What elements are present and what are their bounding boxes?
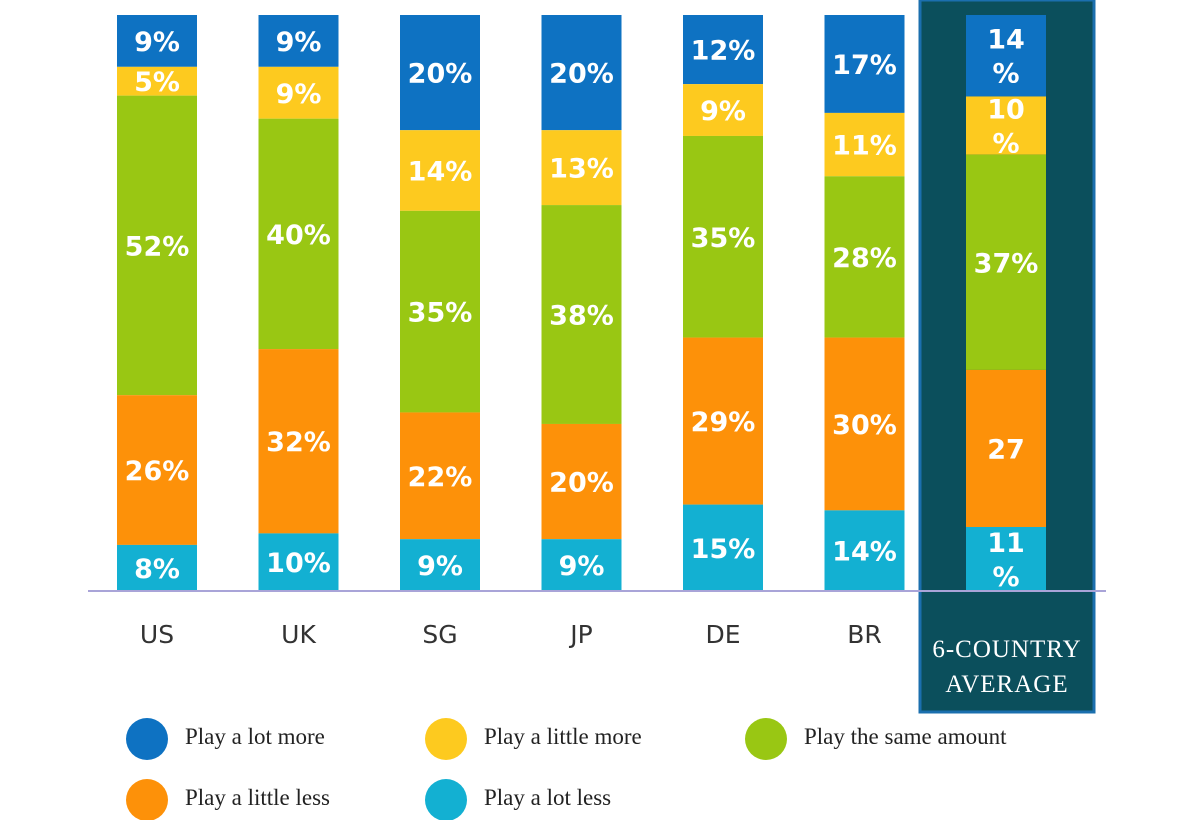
data-label-us-play-a-little-less: 26%: [125, 456, 190, 487]
bar-segment-6-country-average-play-the-same-amount: [966, 154, 1046, 370]
legend-marker-play-a-little-less: [126, 779, 168, 820]
data-label-sg-play-a-little-more: 14%: [408, 157, 473, 188]
bar-segment-de-play-the-same-amount: [683, 135, 763, 338]
category-label-uk: UK: [281, 620, 316, 649]
bar-segment-sg-play-a-lot-more: [400, 15, 480, 131]
bar-segment-uk-play-a-lot-less: [258, 533, 339, 591]
data-label-de-play-a-lot-less: 15%: [691, 534, 756, 565]
bar-segment-br-play-the-same-amount: [824, 176, 905, 338]
category-label-sg: SG: [422, 620, 457, 649]
data-label-uk-play-a-little-less: 32%: [266, 427, 331, 458]
bar-segment-de-play-a-lot-more: [683, 15, 763, 85]
data-label-us-play-a-lot-more: 9%: [134, 27, 180, 58]
data-label-sg-play-a-lot-more: 20%: [408, 59, 473, 90]
data-label-br-play-a-lot-less: 14%: [832, 537, 897, 568]
bar-segment-us-play-a-lot-less: [117, 544, 197, 591]
bar-segment-us-play-the-same-amount: [117, 95, 197, 396]
category-label-jp: JP: [568, 620, 592, 649]
data-label-us-play-the-same-amount: 52%: [125, 231, 190, 262]
data-label-de-play-a-little-more: 9%: [700, 96, 746, 127]
bar-segment-jp-play-a-lot-more: [541, 15, 622, 131]
data-label-6-country-average-play-a-little-less: 27: [987, 434, 1025, 465]
category-labels: US UK SG JP DE BR 6-COUNTRY AVERAGE: [140, 620, 1081, 698]
data-label-6-country-average-play-the-same-amount: 37%: [974, 248, 1039, 279]
bar-segment-uk-play-a-little-less: [258, 349, 339, 534]
labels-layer: 9% 5% 52% 26% 8% 9% 9% 40% 32% 10% 20% 14% 35% 22% 9% 2…: [125, 25, 1039, 593]
data-label-de-play-a-lot-more: 12%: [691, 36, 756, 67]
bar-segment-jp-play-the-same-amount: [541, 205, 622, 424]
category-label-us: US: [140, 620, 174, 649]
bar-segment-uk-play-the-same-amount: [258, 118, 339, 350]
legend-marker-play-the-same-amount: [745, 718, 787, 760]
data-label-uk-play-a-lot-less: 10%: [266, 548, 331, 579]
data-label-jp-play-a-lot-less: 9%: [559, 551, 605, 582]
legend-label-play-a-lot-less: Play a lot less: [484, 785, 611, 810]
bar-segment-br-play-a-little-less: [824, 337, 905, 511]
data-label-us-play-a-little-more: 5%: [134, 67, 180, 98]
bar-segment-us-play-a-lot-more: [117, 15, 197, 67]
data-label-6-country-average-play-a-lot-more: 14%: [987, 25, 1025, 90]
bar-segment-jp-play-a-lot-less: [541, 539, 622, 591]
data-label-de-play-a-little-less: 29%: [691, 407, 756, 438]
bar-segment-uk-play-a-little-more: [258, 66, 339, 119]
bar-segment-6-country-average-play-a-little-more: [966, 96, 1046, 155]
bar-segment-6-country-average-play-a-lot-more: [966, 15, 1046, 97]
bar-segment-sg-play-the-same-amount: [400, 210, 480, 413]
data-label-us-play-a-lot-less: 8%: [134, 554, 180, 585]
bar-segment-sg-play-a-little-less: [400, 412, 480, 540]
category-label-6-country-average: 6-COUNTRY AVERAGE: [932, 636, 1081, 698]
legend-label-play-a-little-less: Play a little less: [185, 785, 330, 810]
data-label-sg-play-a-little-less: 22%: [408, 462, 473, 493]
highlight-panel-border: [918, 0, 1096, 714]
data-label-uk-play-the-same-amount: 40%: [266, 220, 331, 251]
bar-segment-de-play-a-little-more: [683, 84, 763, 136]
data-label-uk-play-a-lot-more: 9%: [276, 27, 322, 58]
data-label-br-play-a-little-more: 11%: [832, 131, 897, 162]
data-label-uk-play-a-little-more: 9%: [276, 79, 322, 110]
data-label-br-play-a-little-less: 30%: [832, 410, 897, 441]
legend-label-play-the-same-amount: Play the same amount: [804, 724, 1007, 749]
legend-marker-play-a-lot-more: [126, 718, 168, 760]
bar-segment-sg-play-a-lot-less: [400, 539, 480, 591]
bar-segment-sg-play-a-little-more: [400, 130, 480, 211]
category-label-br: BR: [847, 620, 882, 649]
legend-label-play-a-little-more: Play a little more: [484, 724, 642, 749]
bar-segment-6-country-average-play-a-little-less: [966, 369, 1046, 527]
bar-segment-br-play-a-lot-more: [824, 15, 905, 113]
data-label-sg-play-a-lot-less: 9%: [417, 551, 463, 582]
legend: Play a lot more Play a little more Play th…: [126, 718, 1007, 820]
legend-marker-play-a-lot-less: [425, 779, 467, 820]
bar-segment-de-play-a-little-less: [683, 337, 763, 505]
data-label-sg-play-the-same-amount: 35%: [408, 298, 473, 329]
bar-segment-uk-play-a-lot-more: [258, 15, 339, 67]
data-label-6-country-average-play-a-lot-less: 11%: [987, 528, 1025, 593]
bar-segment-us-play-a-little-more: [117, 66, 197, 96]
data-label-jp-play-the-same-amount: 38%: [549, 301, 614, 332]
data-label-br-play-a-lot-more: 17%: [832, 50, 897, 81]
bar-segment-jp-play-a-little-less: [541, 423, 622, 540]
data-label-de-play-the-same-amount: 35%: [691, 223, 756, 254]
bar-segment-us-play-a-little-less: [117, 395, 197, 545]
data-label-6-country-average-play-a-little-more: 10%: [987, 95, 1025, 160]
bar-segment-br-play-a-little-more: [824, 112, 905, 177]
data-label-br-play-the-same-amount: 28%: [832, 243, 897, 274]
category-label-de: DE: [705, 620, 740, 649]
bar-segment-br-play-a-lot-less: [824, 510, 905, 591]
data-label-jp-play-a-little-less: 20%: [549, 468, 614, 499]
data-label-jp-play-a-lot-more: 20%: [549, 59, 614, 90]
legend-label-play-a-lot-more: Play a lot more: [185, 724, 325, 749]
data-label-jp-play-a-little-more: 13%: [549, 154, 614, 185]
bar-segment-de-play-a-lot-less: [683, 504, 763, 591]
bar-segment-6-country-average-play-a-lot-less: [966, 527, 1046, 591]
legend-marker-play-a-little-more: [425, 718, 467, 760]
bars-layer: [117, 15, 1046, 591]
bar-segment-jp-play-a-little-more: [541, 130, 622, 206]
